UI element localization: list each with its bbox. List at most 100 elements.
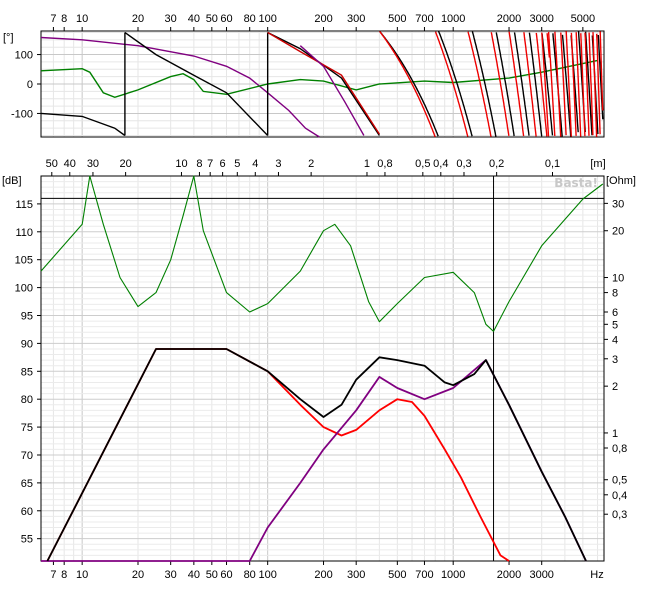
spl-y2-tick-label: 1 <box>612 428 618 440</box>
spl-frame <box>40 175 605 562</box>
phase-x-tick-label: 50 <box>206 13 218 25</box>
spl-x-tick-label: 300 <box>347 569 365 581</box>
wavelength-tick-label: 10 <box>175 158 187 170</box>
spl-y-tick-label: 65 <box>21 478 33 490</box>
spl-y-tick-label: 75 <box>21 422 33 434</box>
spl-x-tick-label: 40 <box>188 569 200 581</box>
spl-y-tick-label: 90 <box>21 338 33 350</box>
spl-x-tick-label: 500 <box>388 569 406 581</box>
phase-x-tick-label: 200 <box>314 13 332 25</box>
grid-layer <box>40 31 604 561</box>
spl-y2-tick-label: 0,5 <box>612 475 627 487</box>
spl-y-tick-label: 70 <box>21 450 33 462</box>
spl-x-tick-label: 700 <box>415 569 433 581</box>
spl-y2-axis-label: [Ohm] <box>606 175 636 187</box>
spl-y-tick-label: 60 <box>21 506 33 518</box>
phase-x-tick-label: 20 <box>132 13 144 25</box>
phase-x-tick-label: 100 <box>258 13 276 25</box>
spl-x-tick-label: 1000 <box>441 569 465 581</box>
phase-x-tick-label: 8 <box>61 13 67 25</box>
spl-x-tick-label: 50 <box>206 569 218 581</box>
phase-x-tick-label: 700 <box>415 13 433 25</box>
spl-x-tick-label: 200 <box>314 569 332 581</box>
phase-y-tick-label: -100 <box>11 108 33 120</box>
phase-x-tick-label: 7 <box>50 13 56 25</box>
wavelength-tick-label: 0,1 <box>545 158 560 170</box>
spl-y2-tick-label: 3 <box>612 354 618 366</box>
spl-y-axis-label: [dB] <box>2 175 22 187</box>
phase-x-tick-label: 5000 <box>571 13 595 25</box>
wavelength-tick-label: 0,2 <box>489 158 504 170</box>
phase-series-purple-hi <box>299 45 365 136</box>
spl-y2-tick-label: 8 <box>612 288 618 300</box>
phase-x-tick-label: 30 <box>165 13 177 25</box>
wavelength-tick-label: 5 <box>234 158 240 170</box>
phase-x-tick-label: 80 <box>244 13 256 25</box>
spl-y-tick-label: 115 <box>15 199 33 211</box>
phase-x-tick-label: 1000 <box>441 13 465 25</box>
wavelength-tick-label: 20 <box>119 158 131 170</box>
spl-y2-tick-label: 20 <box>612 226 624 238</box>
wavelength-tick-label: 0,4 <box>433 158 448 170</box>
spl-x-tick-label: 20 <box>132 569 144 581</box>
spl-x-axis-label: Hz <box>590 569 603 581</box>
spl-series-black <box>46 348 587 562</box>
spl-x-tick-label: 8 <box>61 569 67 581</box>
phase-y-axis-label: [°] <box>3 32 14 44</box>
wavelength-tick-label: 7 <box>207 158 213 170</box>
phase-series-red-saw-hi <box>541 31 604 137</box>
spl-x-tick-label: 10 <box>76 569 88 581</box>
wavelength-tick-label: 50 <box>46 158 58 170</box>
spl-y2-tick-label: 10 <box>612 273 624 285</box>
wavelength-axis-label: [m] <box>590 158 605 170</box>
wavelength-tick-label: 8 <box>196 158 202 170</box>
spl-y-tick-label: 95 <box>21 310 33 322</box>
wavelength-tick-label: 1 <box>364 158 370 170</box>
phase-series-green <box>40 59 598 99</box>
phase-y-tick-label: 100 <box>15 50 33 62</box>
wavelength-tick-label: 30 <box>87 158 99 170</box>
spl-x-tick-label: 60 <box>220 569 232 581</box>
spl-y2-tick-label: 2 <box>612 381 618 393</box>
spl-y2-tick-label: 4 <box>612 334 618 346</box>
spl-x-tick-label: 100 <box>258 569 276 581</box>
spl-y-tick-label: 110 <box>15 227 33 239</box>
spl-x-tick-label: 7 <box>50 569 56 581</box>
frame-layer <box>37 27 608 565</box>
spl-x-tick-label: 80 <box>244 569 256 581</box>
phase-x-tick-label: 3000 <box>529 13 553 25</box>
spl-y2-tick-label: 6 <box>612 307 618 319</box>
phase-x-tick-label: 2000 <box>497 13 521 25</box>
spl-y2-tick-label: 5 <box>612 319 618 331</box>
wavelength-tick-label: 0,3 <box>456 158 471 170</box>
label-layer: 7 8 10 20 30 40 50 60 80 100 200 300 500 700 1000 2000 3… <box>2 13 636 581</box>
spl-x-tick-label: 30 <box>165 569 177 581</box>
phase-x-tick-label: 10 <box>76 13 88 25</box>
spl-y-tick-label: 105 <box>15 255 33 267</box>
phase-x-tick-label: 500 <box>388 13 406 25</box>
spl-y2-tick-label: 0,3 <box>612 509 627 521</box>
spl-series-green <box>40 175 604 332</box>
wavelength-tick-label: 3 <box>275 158 281 170</box>
phase-series-red-saw <box>379 30 551 138</box>
spl-y2-tick-label: 0,8 <box>612 443 627 455</box>
wavelength-tick-label: 4 <box>252 158 258 170</box>
series-layer <box>40 30 604 562</box>
wavelength-tick-label: 2 <box>308 158 314 170</box>
wavelength-tick-label: 0,8 <box>377 158 392 170</box>
phase-series-black-low <box>40 112 126 137</box>
spl-y2-tick-label: 30 <box>612 198 624 210</box>
spl-y-tick-label: 55 <box>21 534 33 546</box>
spl-y2-tick-label: 0,4 <box>612 490 627 502</box>
spl-y-tick-label: 100 <box>15 283 33 295</box>
spl-y-tick-label: 80 <box>21 394 33 406</box>
wavelength-tick-label: 0,5 <box>415 158 430 170</box>
phase-series-black-mid <box>124 31 269 136</box>
phase-x-tick-label: 300 <box>347 13 365 25</box>
phase-x-tick-label: 60 <box>220 13 232 25</box>
wavelength-tick-label: 40 <box>64 158 76 170</box>
phase-x-tick-label: 40 <box>188 13 200 25</box>
phase-y-tick-label: 0 <box>27 79 33 91</box>
phase-series-purple <box>40 36 320 138</box>
